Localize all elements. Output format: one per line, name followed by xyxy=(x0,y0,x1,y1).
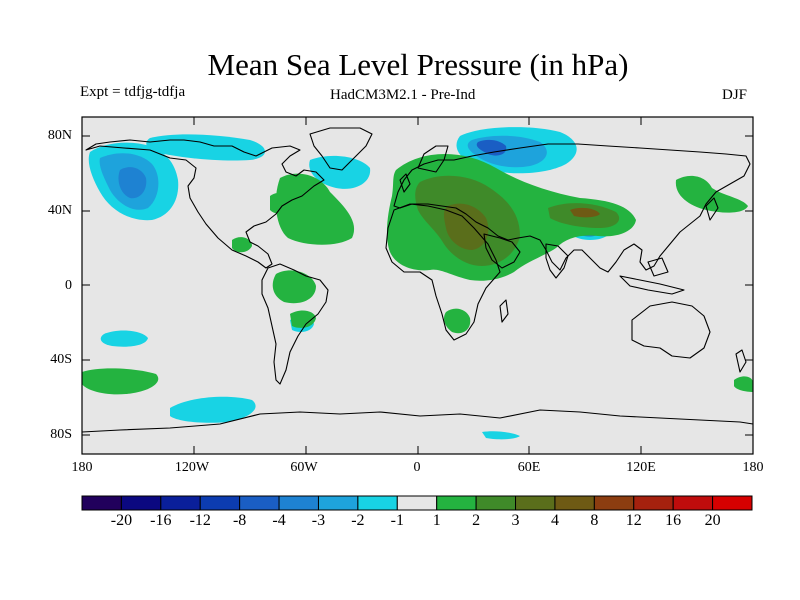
colorbar-label: 16 xyxy=(665,512,682,529)
colorbar-box xyxy=(554,495,595,511)
lon-label-120e: 120E xyxy=(626,460,656,475)
pos-anomaly-north-america xyxy=(270,193,286,214)
neg-anomaly-antarctic-indian xyxy=(482,431,520,440)
neg-anomaly-greenland xyxy=(309,155,371,189)
colorbar-box xyxy=(712,495,753,511)
map-title: Mean Sea Level Pressure (in hPa) xyxy=(207,47,629,82)
pos-anomaly-south-america xyxy=(272,270,316,304)
colorbar-label: -4 xyxy=(272,512,286,529)
lat-label-0: 0 xyxy=(65,278,72,293)
colorbar-label: 2 xyxy=(472,512,481,529)
pos-anomaly-tibet-strong xyxy=(570,207,600,218)
colorbar-label: 4 xyxy=(550,512,559,529)
neg-anomaly-southern-ocean xyxy=(170,396,256,423)
colorbar-box xyxy=(357,495,398,511)
season-label: DJF xyxy=(722,87,748,103)
lon-label-180w: 180 xyxy=(71,460,93,475)
lat-label-80n: 80N xyxy=(47,128,72,143)
colorbar-box xyxy=(278,495,319,511)
colorbar-label: -12 xyxy=(189,512,211,529)
neg-anomaly-arctic-canada xyxy=(146,134,265,161)
pos-anomaly-central-america xyxy=(232,237,252,253)
colorbar-box xyxy=(475,495,517,511)
colorbar-label: 8 xyxy=(590,512,599,529)
colorbar-label: -16 xyxy=(150,512,172,529)
colorbar-box xyxy=(396,495,438,511)
colorbar-box xyxy=(317,495,359,511)
colorbar-label: -2 xyxy=(351,512,365,529)
pos-anomaly-middle-east-core xyxy=(444,203,489,250)
pos-anomaly-east-asia xyxy=(675,175,748,213)
lon-label-60w: 60W xyxy=(290,460,318,475)
colorbar-box xyxy=(515,495,556,511)
anomaly-fields xyxy=(82,127,753,440)
colorbar-label: 12 xyxy=(625,512,642,529)
colorbar-box xyxy=(120,495,162,511)
pos-anomaly-south-pacific-west xyxy=(82,368,159,395)
lon-label-0: 0 xyxy=(413,460,421,475)
lat-label-80s: 80S xyxy=(50,427,72,442)
colorbar-box xyxy=(199,495,241,511)
colorbar-box xyxy=(593,495,635,511)
colorbar-box xyxy=(160,495,201,511)
neg-anomaly-north-pacific-center xyxy=(118,167,147,199)
colorbar-label: -1 xyxy=(390,512,404,529)
colorbar-label: -3 xyxy=(311,512,326,529)
lon-label-180e: 180 xyxy=(742,460,764,475)
colorbar-label: -8 xyxy=(232,512,247,529)
model-label: HadCM3M2.1 - Pre-Ind xyxy=(330,87,476,103)
colorbar-label: 3 xyxy=(511,512,520,529)
colorbar-box xyxy=(81,495,122,511)
pos-anomaly-south-america-2 xyxy=(290,310,316,328)
lat-label-40n: 40N xyxy=(47,203,72,218)
pos-anomaly-south-pacific-east xyxy=(734,376,753,392)
colorbar xyxy=(81,495,753,511)
colorbar-label: 1 xyxy=(432,512,441,529)
colorbar-label: 20 xyxy=(704,512,721,529)
colorbar-box xyxy=(633,495,674,511)
pos-anomaly-southern-africa xyxy=(444,308,471,334)
lon-label-120w: 120W xyxy=(174,460,210,475)
colorbar-box xyxy=(672,495,714,511)
lon-label-60e: 60E xyxy=(517,460,541,475)
colorbar-box xyxy=(436,495,477,511)
coastlines xyxy=(81,127,754,433)
colorbar-box xyxy=(239,495,280,511)
experiment-label: Expt = tdfjg-tdfja xyxy=(80,84,186,100)
neg-anomaly-south-pacific xyxy=(100,330,148,347)
axis-ticks xyxy=(82,117,753,454)
colorbar-label: -20 xyxy=(110,512,133,529)
pos-anomaly-north-atlantic xyxy=(275,173,355,245)
lat-label-40s: 40S xyxy=(50,352,72,367)
